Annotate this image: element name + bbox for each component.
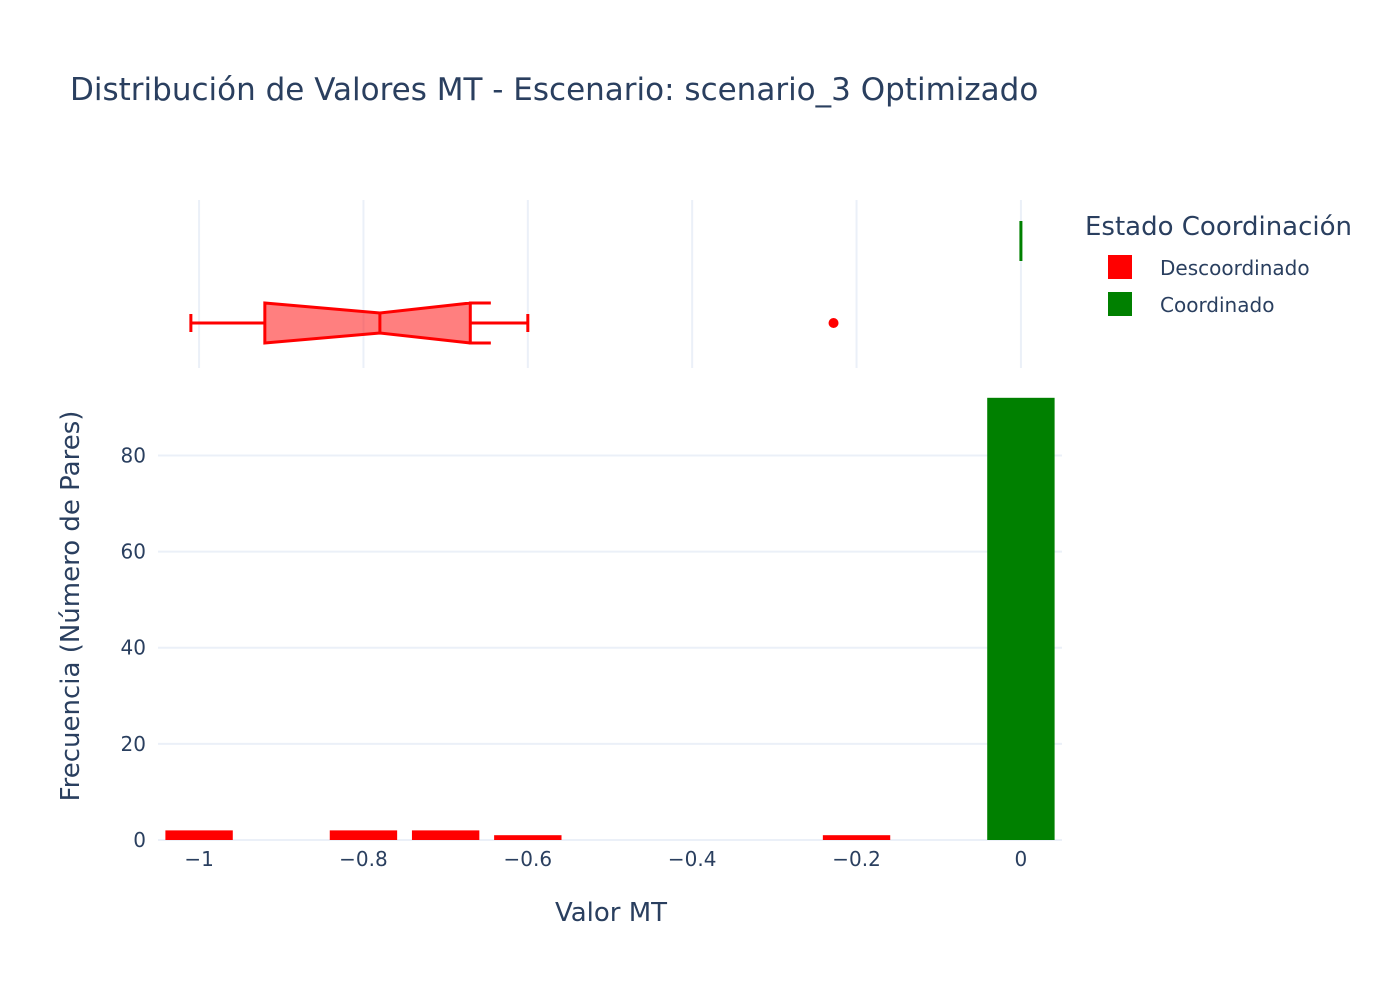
histogram-bars [165, 397, 1055, 840]
histogram-bar-descoordinado-2 [411, 830, 480, 840]
x-axis-ticks: −1 −0.8 −0.6 −0.4 −0.2 0 [184, 847, 1027, 871]
histogram-bar-descoordinado-0 [165, 830, 233, 840]
box-panel-grid [198, 200, 1022, 368]
chart-title: Distribución de Valores MT - Escenario: … [70, 72, 1038, 108]
histogram-bar-descoordinado-1 [329, 830, 398, 840]
x-tick-label: −0.6 [504, 847, 553, 871]
legend-label-descoordinado: Descoordinado [1160, 256, 1310, 280]
legend-swatch-descoordinado [1108, 255, 1132, 279]
histogram-bar-coordinado-0 [987, 397, 1055, 840]
legend-label-coordinado: Coordinado [1160, 293, 1274, 317]
legend-swatch-coordinado [1108, 292, 1132, 316]
y-axis-label: Frecuencia (Número de Pares) [56, 411, 86, 802]
legend-title: Estado Coordinación [1085, 212, 1352, 242]
histogram-bar-descoordinado-3 [494, 835, 562, 840]
y-tick-label: 60 [121, 540, 146, 564]
x-tick-label: 0 [1015, 847, 1028, 871]
box-outlier-descoordinado-0 [828, 318, 839, 328]
x-tick-label: −0.2 [832, 847, 881, 871]
legend: Estado Coordinación Descoordinado Coordin… [1085, 212, 1352, 317]
y-tick-label: 0 [133, 828, 146, 852]
x-axis-label: Valor MT [555, 898, 667, 928]
y-tick-label: 80 [121, 443, 146, 467]
x-tick-label: −0.8 [339, 847, 388, 871]
x-tick-label: −1 [184, 847, 213, 871]
histogram-bar-descoordinado-4 [822, 835, 891, 840]
y-tick-label: 20 [121, 732, 146, 756]
y-axis-ticks: 0 20 40 60 80 [121, 443, 146, 852]
box-panel [189, 221, 1023, 345]
histogram-grid [158, 454, 1062, 841]
y-tick-label: 40 [121, 636, 146, 660]
x-tick-label: −0.4 [668, 847, 717, 871]
box-body-descoordinado [263, 301, 491, 345]
